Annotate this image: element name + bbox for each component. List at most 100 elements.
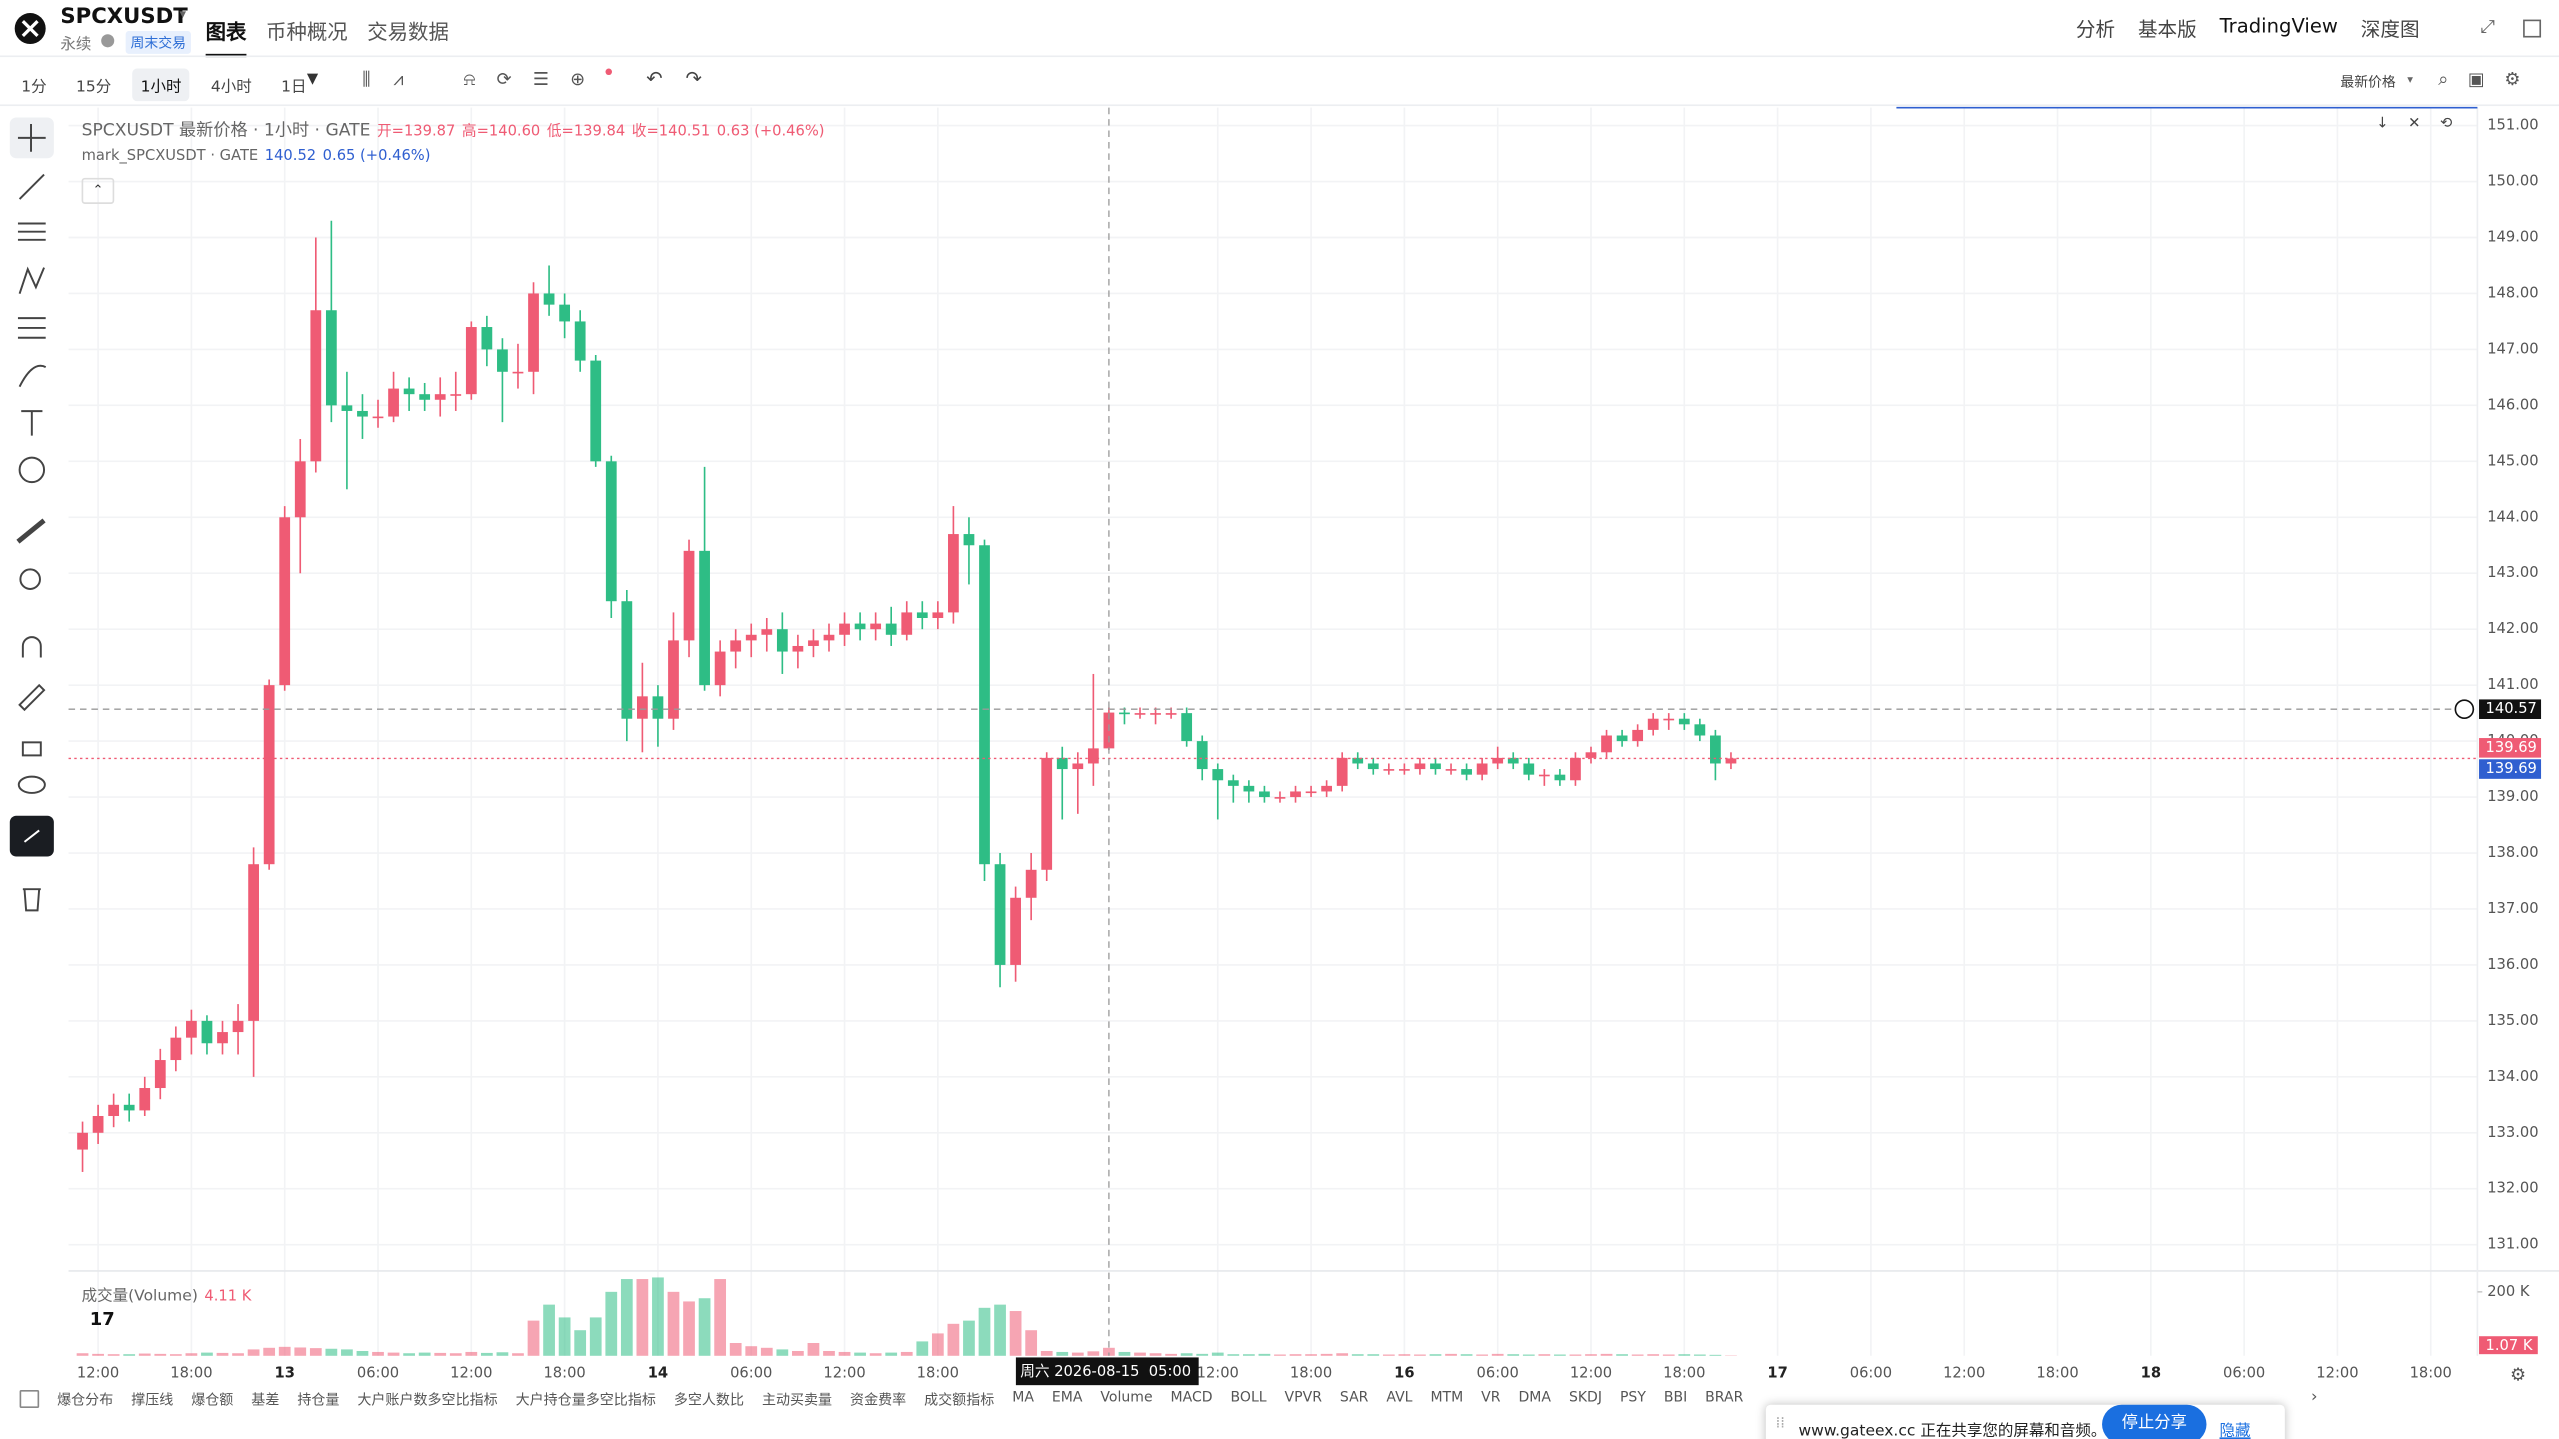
- undo-redo[interactable]: ↶↷: [646, 66, 725, 90]
- indicator-tab[interactable]: 大户账户数多空比指标: [357, 1393, 498, 1410]
- indicator-tab[interactable]: SKDJ: [1568, 1390, 1603, 1407]
- calendar-icon[interactable]: [19, 1390, 40, 1409]
- y-tick-label: 148.00: [2487, 284, 2538, 301]
- header-tab[interactable]: 图表: [205, 15, 247, 58]
- interval-dropdown[interactable]: ▼: [306, 71, 319, 89]
- window-icon[interactable]: [2523, 19, 2542, 38]
- symbol[interactable]: SPCXUSDT: [60, 4, 188, 30]
- candle-body: [1321, 785, 1333, 792]
- tool-crosshair[interactable]: [17, 123, 46, 152]
- indicator-tab[interactable]: EMA: [1051, 1390, 1083, 1407]
- x-tick-label: 16: [1394, 1365, 1414, 1382]
- drag-handle[interactable]: ⁞⁞: [1775, 1416, 1785, 1433]
- indicator-tab[interactable]: PSY: [1619, 1390, 1646, 1407]
- indicator-tab[interactable]: DMA: [1518, 1390, 1552, 1407]
- indicator-tab[interactable]: MACD: [1170, 1390, 1213, 1407]
- volume-bar: [1554, 1354, 1566, 1356]
- header-tab[interactable]: 交易数据: [367, 19, 449, 45]
- info-icon[interactable]: [101, 34, 115, 48]
- volume-bar: [807, 1343, 820, 1356]
- interval[interactable]: 1分: [21, 78, 47, 97]
- tool-lock-draw[interactable]: [18, 683, 46, 712]
- tool-fib[interactable]: [17, 317, 46, 339]
- indicator-tab[interactable]: BOLL: [1230, 1390, 1267, 1407]
- candle-body: [497, 349, 508, 372]
- hide-link[interactable]: 隐藏: [2219, 1422, 2251, 1439]
- indicator-tab[interactable]: MA: [1012, 1390, 1034, 1407]
- candle-body: [1165, 713, 1177, 715]
- interval[interactable]: 1日: [281, 78, 307, 97]
- indicator-tab[interactable]: 基差: [251, 1393, 280, 1410]
- fullscreen-icon[interactable]: ⤢: [2480, 16, 2496, 38]
- tool-emoji[interactable]: [18, 456, 46, 484]
- x-tick-label: 17: [1767, 1365, 1787, 1382]
- indicator-tab[interactable]: BRAR: [1705, 1390, 1744, 1407]
- volume-bar: [885, 1352, 898, 1356]
- tool-visibility[interactable]: [17, 775, 46, 794]
- candle-body: [341, 405, 353, 411]
- indicator-tab[interactable]: VR: [1481, 1390, 1501, 1407]
- indicator-tab[interactable]: 资金费率: [850, 1393, 907, 1410]
- indicator-tab[interactable]: 大户持仓量多空比指标: [515, 1393, 656, 1410]
- price-type-arrow[interactable]: ▾: [2407, 73, 2413, 87]
- volume-title: 成交量(Volume): [81, 1287, 198, 1306]
- price-type[interactable]: 最新价格: [2340, 75, 2396, 92]
- tool-magnet[interactable]: [21, 636, 42, 658]
- volume-bar: [169, 1354, 182, 1356]
- candle-body: [1243, 785, 1255, 792]
- indicator-tab[interactable]: 持仓量: [297, 1393, 340, 1410]
- tool-zoom[interactable]: [19, 568, 41, 590]
- interval[interactable]: 1小时: [132, 68, 190, 102]
- y-tick-label: 143.00: [2487, 564, 2538, 581]
- header-right-tab[interactable]: 分析: [2075, 17, 2116, 41]
- volume-bar: [154, 1353, 167, 1356]
- header-right-tab[interactable]: TradingView: [2219, 14, 2338, 38]
- tool-line[interactable]: [18, 173, 45, 200]
- settings-icon[interactable]: ⚙: [2510, 1363, 2527, 1386]
- volume-bar: [1367, 1354, 1380, 1356]
- tool-text[interactable]: [21, 410, 43, 436]
- tool-brush[interactable]: [18, 364, 47, 388]
- toolbar-icons[interactable]: ⍾⟳☰⊕: [463, 68, 607, 90]
- y-tick-label: 145.00: [2487, 452, 2538, 469]
- tabs-next[interactable]: ›: [2310, 1388, 2318, 1407]
- interval[interactable]: 4小时: [210, 78, 252, 97]
- tool-lock[interactable]: [21, 741, 42, 757]
- header-tab[interactable]: 币种概况: [266, 19, 348, 45]
- indicator-tab[interactable]: MTM: [1430, 1390, 1464, 1407]
- tool-pattern[interactable]: [18, 266, 45, 294]
- tool-ruler[interactable]: [16, 518, 46, 544]
- indicator-tab[interactable]: AVL: [1386, 1390, 1413, 1407]
- toolbar-icons[interactable]: ⫼⩘: [362, 68, 427, 90]
- toolbar-right-icons[interactable]: ⌕▣⚙: [2438, 68, 2541, 90]
- indicator-tab[interactable]: 爆仓分布: [57, 1393, 114, 1410]
- indicator-tab[interactable]: 多空人数比: [673, 1393, 744, 1410]
- indicator-tab[interactable]: SAR: [1339, 1390, 1369, 1407]
- indicator-tab[interactable]: BBI: [1663, 1390, 1688, 1407]
- mark-title: mark_SPCXUSDT · GATE: [81, 148, 259, 165]
- header-right-tab[interactable]: 基本版: [2137, 17, 2197, 41]
- crosshair-add-button[interactable]: [2454, 699, 2475, 719]
- indicator-tab[interactable]: 成交额指标: [924, 1393, 995, 1410]
- indicator-tab[interactable]: 撑压线: [131, 1393, 174, 1410]
- symbol-dropdown[interactable]: ▾: [179, 6, 187, 22]
- header-right-tab[interactable]: 深度图: [2360, 17, 2420, 41]
- indicator-tab[interactable]: VPVR: [1284, 1390, 1322, 1407]
- x-tick-label: 18: [2141, 1365, 2161, 1382]
- indicator-tab[interactable]: Volume: [1100, 1390, 1153, 1407]
- tool-channel[interactable]: [17, 222, 46, 241]
- pane-buttons[interactable]: ↓✕⟲: [2376, 115, 2472, 133]
- interval[interactable]: 15分: [75, 78, 112, 97]
- tool-link[interactable]: [23, 829, 40, 843]
- price-label: 139.69: [2486, 739, 2537, 756]
- chart-title: SPCXUSDT 最新价格 · 1小时 · GATE: [81, 120, 371, 141]
- x-tick-label: 18:00: [543, 1365, 585, 1382]
- indicator-tab[interactable]: 爆仓额: [191, 1393, 234, 1410]
- collapse-button[interactable]: ⌃: [81, 177, 115, 204]
- stop-share-button[interactable]: 停止分享: [2102, 1404, 2207, 1439]
- candle-body: [792, 645, 804, 652]
- tool-delete[interactable]: [22, 888, 41, 912]
- price-label-box: [2479, 738, 2542, 758]
- volume-bar: [434, 1352, 447, 1356]
- indicator-tab[interactable]: 主动买卖量: [761, 1393, 833, 1410]
